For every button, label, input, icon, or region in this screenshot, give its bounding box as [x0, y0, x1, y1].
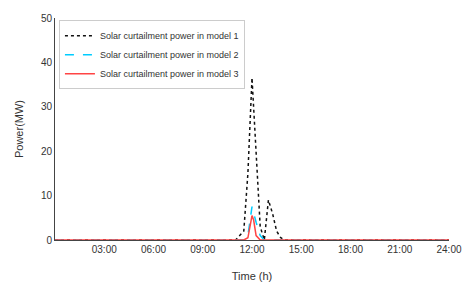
svg-text:Solar curtailment power in mod: Solar curtailment power in model 1 — [100, 31, 239, 41]
svg-text:30: 30 — [41, 101, 53, 112]
svg-text:15:00: 15:00 — [289, 244, 314, 255]
svg-text:50: 50 — [41, 13, 53, 24]
svg-text:10: 10 — [41, 190, 53, 201]
svg-text:Solar curtailment power in mod: Solar curtailment power in model 2 — [100, 50, 239, 60]
svg-text:18:00: 18:00 — [338, 244, 363, 255]
svg-text:Power(MW): Power(MW) — [13, 100, 25, 158]
svg-text:06:00: 06:00 — [141, 244, 166, 255]
svg-text:21:00: 21:00 — [387, 244, 412, 255]
svg-text:40: 40 — [41, 57, 53, 68]
svg-text:Solar curtailment power in mod: Solar curtailment power in model 3 — [100, 69, 239, 79]
svg-text:20: 20 — [41, 146, 53, 157]
svg-text:09:00: 09:00 — [190, 244, 215, 255]
svg-text:Time (h): Time (h) — [232, 270, 273, 282]
svg-text:0: 0 — [46, 235, 52, 246]
svg-text:03:00: 03:00 — [92, 244, 117, 255]
svg-text:12:00: 12:00 — [239, 244, 264, 255]
svg-text:24:00: 24:00 — [436, 244, 461, 255]
